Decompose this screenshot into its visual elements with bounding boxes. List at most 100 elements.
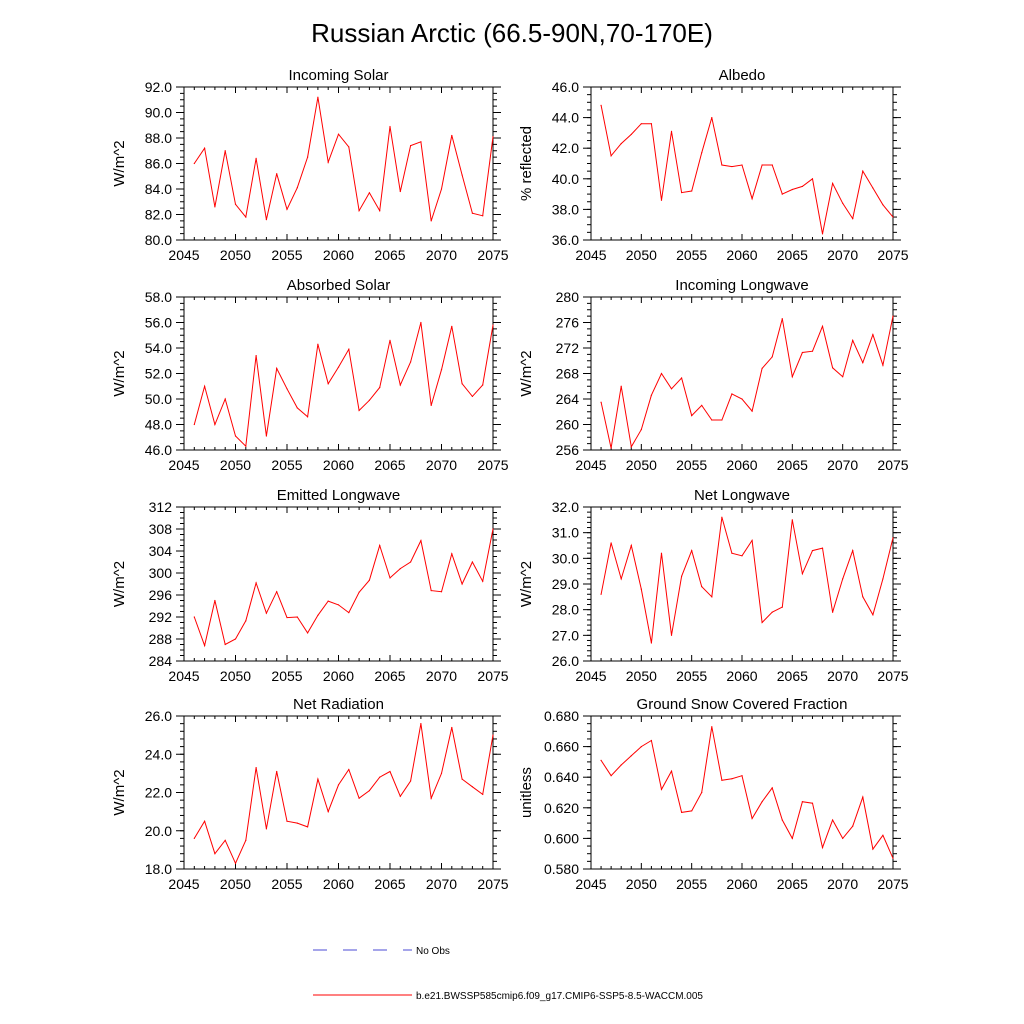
data-point [214, 853, 216, 855]
data-point [600, 401, 602, 403]
y-tick-label: 0.600 [544, 830, 579, 846]
x-tick-label: 2050 [626, 876, 657, 892]
data-point [420, 141, 422, 143]
y-tick-label: 0.620 [544, 800, 579, 816]
data-point [872, 187, 874, 189]
data-point [821, 325, 824, 327]
x-tick-label: 2050 [626, 247, 657, 263]
data-point [327, 600, 329, 602]
data-point [751, 817, 753, 820]
data-point [681, 377, 683, 379]
x-tick-label: 2060 [726, 457, 757, 473]
data-point [842, 837, 844, 840]
x-tick-label: 2060 [323, 457, 354, 473]
data-point [204, 147, 206, 149]
x-tick-label: 2045 [575, 457, 606, 473]
data-point [681, 811, 683, 813]
data-point [234, 862, 237, 864]
panel-2: Albedo 2045 2050 2055 2060 2065 2070 2075 36.0 38… [518, 67, 909, 263]
data-point [630, 446, 632, 448]
data-point [327, 811, 329, 813]
x-tick-label: 2070 [426, 457, 457, 473]
data-point [276, 770, 278, 773]
data-point [245, 839, 247, 841]
data-point [761, 801, 763, 803]
data-point [801, 185, 804, 188]
data-point [296, 187, 298, 189]
data-point [307, 826, 309, 828]
data-point [852, 339, 854, 341]
data-point [214, 206, 216, 208]
data-point [852, 825, 854, 827]
data-point [193, 423, 195, 426]
y-tick-label: 84.0 [145, 181, 172, 197]
data-point [286, 388, 288, 390]
y-tick-label: 29.0 [552, 576, 579, 592]
data-point [832, 182, 834, 184]
y-tick-label: 24.0 [145, 746, 172, 762]
panel-title: Ground Snow Covered Fraction [637, 696, 848, 713]
series-line [193, 528, 494, 648]
y-tick-label: 0.660 [544, 739, 579, 755]
data-point [791, 519, 793, 521]
data-point [348, 768, 350, 771]
data-point [307, 632, 309, 634]
data-point [204, 820, 206, 822]
plot-frame [590, 715, 894, 870]
panels: Incoming Solar 2045 2050 2055 2060 2065 2070 20… [111, 67, 909, 892]
x-tick-label: 2050 [220, 247, 251, 263]
data-point [630, 755, 632, 757]
y-axis-label: W/m^2 [111, 350, 128, 396]
data-point [234, 435, 237, 437]
data-point [691, 550, 693, 552]
data-point [660, 199, 663, 201]
data-point [832, 367, 834, 369]
data-point [410, 145, 412, 147]
data-point [781, 318, 783, 320]
y-tick-label: 26.0 [552, 653, 579, 669]
data-point [741, 164, 743, 166]
y-tick-label: 0.640 [544, 769, 579, 785]
data-point [620, 143, 622, 145]
data-point [440, 772, 443, 774]
panel-7: Net Radiation 2045 2050 2055 2060 2065 2070 207… [111, 696, 509, 892]
data-point [420, 723, 422, 725]
data-point [368, 192, 370, 194]
x-tick-label: 2055 [676, 457, 707, 473]
data-point [389, 770, 391, 773]
data-point [255, 355, 257, 357]
x-tick-label: 2045 [575, 247, 606, 263]
data-point [410, 561, 412, 563]
data-point [399, 568, 401, 570]
data-point [317, 614, 319, 616]
data-point [492, 528, 494, 530]
data-point [358, 409, 360, 412]
data-point [286, 820, 288, 822]
x-tick-label: 2045 [168, 876, 199, 892]
data-point [461, 383, 463, 385]
y-tick-label: 27.0 [552, 627, 579, 643]
data-point [872, 848, 874, 850]
data-point [440, 369, 443, 371]
data-point [630, 544, 632, 547]
y-tick-label: 296 [149, 587, 173, 603]
x-tick-label: 2045 [575, 876, 606, 892]
data-point [430, 797, 432, 799]
data-point [721, 164, 723, 166]
data-point [882, 204, 884, 206]
data-point [731, 552, 733, 554]
data-point [276, 367, 278, 369]
data-point [482, 215, 484, 217]
data-point [731, 778, 733, 780]
data-point [862, 796, 864, 798]
data-point [389, 125, 391, 128]
data-point [862, 170, 864, 172]
data-point [711, 419, 713, 421]
data-point [379, 210, 381, 212]
data-point [751, 198, 753, 200]
x-tick-label: 2060 [726, 668, 757, 684]
y-tick-label: 288 [149, 631, 173, 647]
data-point [317, 343, 319, 345]
y-tick-label: 0.580 [544, 861, 579, 877]
data-point [791, 837, 793, 840]
